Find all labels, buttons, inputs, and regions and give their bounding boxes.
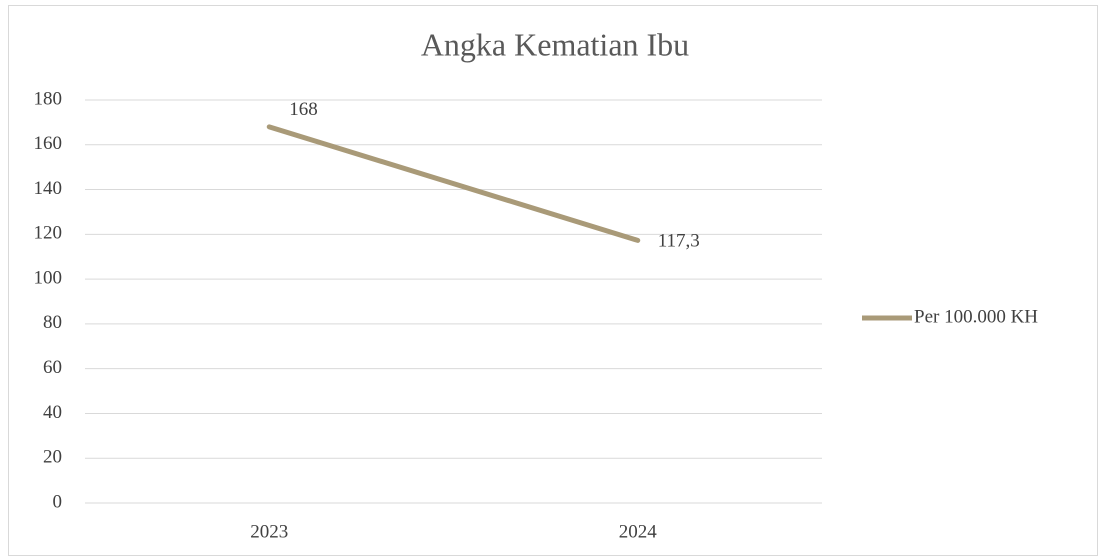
y-tick-label: 20 (43, 447, 62, 468)
chart-border (8, 5, 1098, 556)
data-label: 168 (289, 99, 318, 120)
data-label: 117,3 (658, 231, 700, 252)
y-tick-label: 180 (34, 88, 63, 109)
y-tick-label: 120 (34, 223, 63, 244)
y-tick-label: 80 (43, 312, 62, 333)
y-tick-label: 160 (34, 133, 63, 154)
y-tick-label: 60 (43, 357, 62, 378)
x-tick-label: 2024 (619, 521, 658, 542)
x-tick-label: 2023 (250, 521, 288, 542)
y-tick-label: 140 (34, 178, 63, 199)
line (266, 124, 641, 243)
legend-label: Per 100.000 KH (914, 306, 1038, 327)
y-tick-label: 100 (34, 267, 63, 288)
y-tick-label: 40 (43, 402, 62, 423)
chart-title: Angka Kematian Ibu (421, 26, 689, 62)
y-tick-label: 0 (53, 491, 63, 512)
